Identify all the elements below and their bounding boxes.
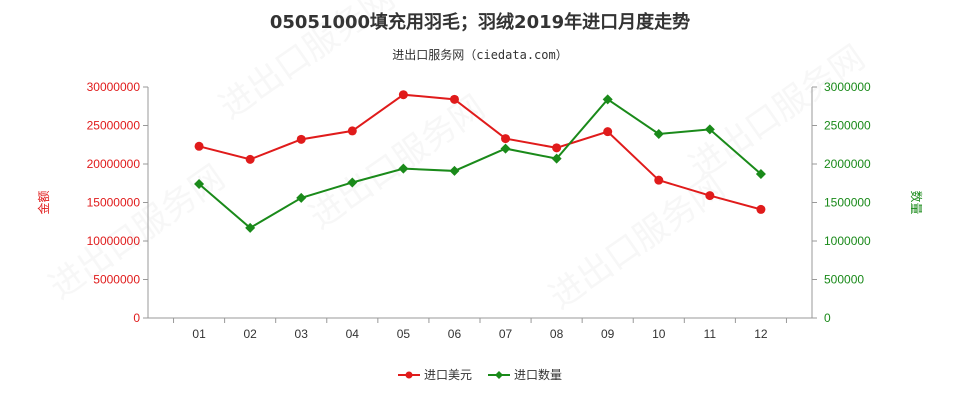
legend-label-2: 进口数量 — [514, 367, 562, 382]
x-tick-label: 07 — [499, 327, 513, 341]
watermark-text: 进出口服务网 — [213, 0, 402, 127]
legend-marker — [405, 371, 413, 379]
chart-subtitle: 进出口服务网（ciedata.com） — [392, 48, 568, 62]
y-left-tick-label: 25000000 — [87, 119, 141, 133]
data-point-circle — [705, 191, 715, 201]
data-point-circle — [194, 141, 204, 151]
y-right-tick-label: 0 — [824, 311, 831, 325]
watermark-text: 进出口服务网 — [543, 168, 732, 316]
legend: 进口美元 进口数量 — [398, 367, 562, 382]
legend-marker — [495, 371, 503, 379]
y-left-tick-label: 5000000 — [93, 273, 140, 287]
x-tick-label: 06 — [448, 327, 462, 341]
chart-title: 05051000填充用羽毛；羽绒2019年进口月度走势 — [269, 12, 691, 33]
watermark-text: 进出口服务网 — [303, 88, 492, 236]
data-point-circle — [245, 154, 255, 164]
y-right-tick-label: 1000000 — [824, 234, 871, 248]
data-point-diamond — [704, 124, 715, 135]
data-point-diamond — [347, 177, 358, 188]
y-left-tick-label: 15000000 — [87, 196, 141, 210]
data-point-diamond — [449, 165, 460, 176]
data-point-circle — [398, 90, 408, 100]
data-point-circle — [654, 175, 664, 185]
data-point-circle — [552, 143, 562, 153]
data-point-diamond — [398, 163, 409, 174]
series-lines — [194, 90, 766, 233]
y-left-tick-label: 20000000 — [87, 157, 141, 171]
data-point-circle — [501, 134, 511, 144]
x-tick-label: 01 — [192, 327, 206, 341]
y-left-tick-label: 0 — [133, 311, 140, 325]
data-point-diamond — [500, 143, 511, 154]
data-point-diamond — [602, 94, 613, 105]
y-left-tick-label: 10000000 — [87, 234, 141, 248]
data-point-diamond — [755, 169, 766, 180]
data-point-circle — [449, 94, 459, 104]
axes: 0500000010000000150000002000000025000000… — [36, 80, 924, 341]
y-right-axis-title: 数量 — [909, 190, 924, 214]
data-point-diamond — [653, 128, 664, 139]
data-point-circle — [296, 134, 306, 144]
y-right-tick-label: 500000 — [824, 273, 864, 287]
y-right-tick-label: 1500000 — [824, 196, 871, 210]
x-tick-label: 03 — [295, 327, 309, 341]
x-tick-label: 10 — [652, 327, 666, 341]
x-tick-label: 08 — [550, 327, 564, 341]
y-right-tick-label: 2500000 — [824, 119, 871, 133]
series-line-2 — [198, 97, 762, 230]
data-point-circle — [347, 126, 357, 136]
legend-label-1: 进口美元 — [424, 368, 472, 382]
x-tick-label: 04 — [346, 327, 360, 341]
series-line-1 — [198, 93, 762, 211]
y-right-tick-label: 3000000 — [824, 80, 871, 94]
x-tick-label: 12 — [754, 327, 768, 341]
x-tick-label: 02 — [243, 327, 257, 341]
y-right-tick-label: 2000000 — [824, 157, 871, 171]
data-point-diamond — [296, 192, 307, 203]
y-left-tick-label: 30000000 — [87, 80, 141, 94]
x-tick-label: 11 — [704, 327, 717, 341]
data-point-diamond — [194, 179, 205, 190]
data-point-circle — [756, 204, 766, 214]
y-left-axis-title: 金额 — [36, 190, 51, 214]
data-point-diamond — [551, 153, 562, 164]
data-point-circle — [603, 127, 613, 137]
x-tick-label: 05 — [397, 327, 411, 341]
x-tick-label: 09 — [601, 327, 615, 341]
data-point-diamond — [245, 222, 256, 233]
